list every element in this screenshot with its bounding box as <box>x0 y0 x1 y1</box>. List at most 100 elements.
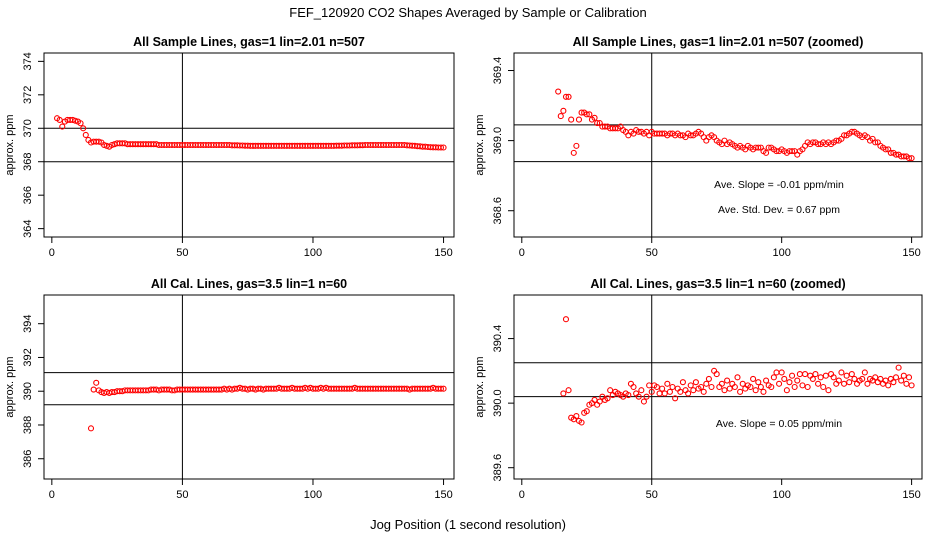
data-point <box>601 123 609 130</box>
data-point <box>607 387 614 394</box>
data-point <box>677 132 684 139</box>
data-point <box>93 379 100 386</box>
y-tick-label: 374 <box>22 52 34 70</box>
data-point <box>635 393 642 400</box>
data-point <box>887 149 894 156</box>
data-point <box>848 371 855 378</box>
main-title: FEF_120920 CO2 Shapes Averaged by Sample… <box>289 5 647 20</box>
data-point <box>757 383 764 391</box>
data-point <box>653 383 660 391</box>
data-point <box>895 364 902 371</box>
plot-frame <box>43 52 455 238</box>
data-point <box>82 131 89 139</box>
panel-title: All Sample Lines, gas=1 lin=2.01 n=507 (… <box>573 35 864 49</box>
plot-frame <box>513 294 923 480</box>
data-point <box>799 382 806 389</box>
data-point <box>773 148 780 155</box>
data-point <box>440 385 447 392</box>
data-point <box>643 393 650 400</box>
data-point <box>833 137 840 144</box>
data-point <box>573 142 580 149</box>
data-point <box>669 383 676 391</box>
data-point <box>747 383 754 391</box>
data-point <box>565 93 572 100</box>
panel-title: All Sample Lines, gas=1 lin=2.01 n=507 <box>133 35 365 49</box>
data-point <box>656 390 663 397</box>
data-point <box>898 377 905 384</box>
data-point <box>583 111 590 118</box>
x-tick-label: 100 <box>772 247 790 259</box>
data-point <box>872 374 879 381</box>
data-point <box>872 139 879 146</box>
data-point <box>612 125 619 132</box>
data-point <box>659 130 666 137</box>
data-point <box>892 374 900 381</box>
x-tick-label: 50 <box>176 489 188 501</box>
data-point <box>573 413 580 420</box>
data-point <box>562 316 570 323</box>
data-point <box>820 383 827 391</box>
data-point <box>591 114 598 121</box>
annotation-text: Ave. Std. Dev. = 0.67 ppm <box>718 204 840 216</box>
data-point <box>677 388 684 395</box>
data-point <box>908 155 915 162</box>
x-tick-label: 150 <box>902 489 920 501</box>
data-point <box>659 385 666 392</box>
x-tick-label: 0 <box>519 489 525 501</box>
data-point <box>108 141 115 149</box>
y-tick-label: 372 <box>22 86 34 104</box>
data-point <box>625 392 632 399</box>
data-point <box>750 375 757 382</box>
data-point <box>596 398 603 405</box>
data-point <box>56 116 63 123</box>
data-point <box>905 374 913 381</box>
data-point <box>892 151 900 158</box>
data-point <box>859 375 866 382</box>
panel-sample-lines-zoomed: All Sample Lines, gas=1 lin=2.01 n=507 (… <box>474 35 923 259</box>
data-point <box>87 425 95 432</box>
data-point <box>557 113 564 120</box>
y-axis-label: approx. ppm <box>474 114 486 175</box>
data-point <box>731 383 738 391</box>
data-point <box>555 88 562 95</box>
annotation-text: Ave. Slope = 0.05 ppm/min <box>716 418 842 430</box>
data-point <box>804 383 811 391</box>
y-tick-label: 368 <box>22 153 34 171</box>
data-point <box>724 377 731 384</box>
data-point <box>846 379 853 386</box>
y-tick-label: 369.4 <box>492 57 504 85</box>
x-tick-label: 0 <box>519 247 525 259</box>
panel-title: All Cal. Lines, gas=3.5 lin=1 n=60 (zoom… <box>590 277 845 291</box>
data-point <box>646 132 653 139</box>
data-point <box>440 144 447 151</box>
data-point <box>812 371 819 378</box>
panel-title: All Cal. Lines, gas=3.5 lin=1 n=60 <box>151 277 347 291</box>
data-point <box>840 132 848 139</box>
x-tick-label: 150 <box>434 489 452 501</box>
data-point <box>778 369 785 376</box>
x-tick-label: 50 <box>646 489 658 501</box>
data-point <box>905 155 913 162</box>
data-point <box>648 388 655 395</box>
x-tick-label: 100 <box>304 489 322 501</box>
data-point <box>755 379 762 386</box>
plot-frame <box>43 294 455 480</box>
x-tick-label: 100 <box>772 489 790 501</box>
y-tick-label: 388 <box>22 416 34 434</box>
data-point <box>708 383 715 391</box>
data-point <box>763 377 770 384</box>
data-point <box>687 132 694 139</box>
data-point <box>760 388 767 395</box>
data-point <box>705 375 712 382</box>
data-point <box>809 375 816 382</box>
data-point <box>594 120 601 127</box>
x-tick-label: 50 <box>646 247 658 259</box>
data-point <box>840 380 848 387</box>
data-point <box>794 151 801 158</box>
data-point <box>848 128 855 135</box>
data-point <box>802 371 809 378</box>
data-point <box>908 382 915 389</box>
data-point <box>630 383 637 391</box>
data-point <box>565 387 572 394</box>
data-point <box>666 130 673 137</box>
